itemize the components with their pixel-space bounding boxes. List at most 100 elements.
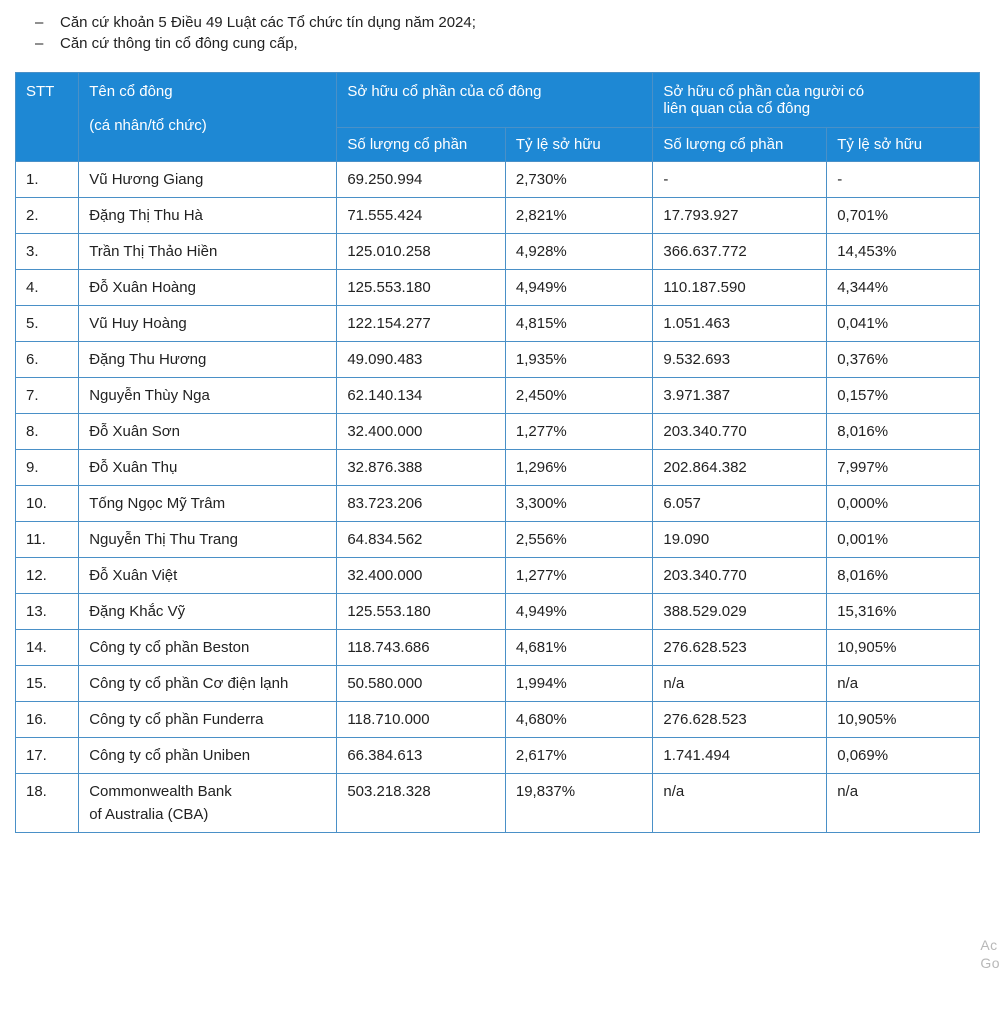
- table-row: 18.Commonwealth Bankof Australia (CBA)50…: [16, 774, 980, 833]
- th-group-owner: Sở hữu cổ phần của cổ đông: [337, 73, 653, 128]
- cell-pct-related: 8,016%: [827, 414, 980, 450]
- cell-pct-related: 0,701%: [827, 198, 980, 234]
- table-row: 17.Công ty cổ phần Uniben66.384.6132,617…: [16, 738, 980, 774]
- cell-name: Công ty cổ phần Beston: [79, 630, 337, 666]
- bullet-text: Căn cứ thông tin cổ đông cung cấp,: [60, 35, 298, 52]
- cell-qty-owner: 69.250.994: [337, 162, 506, 198]
- cell-name: Đỗ Xuân Thụ: [79, 450, 337, 486]
- cell-pct-related: 8,016%: [827, 558, 980, 594]
- cell-stt: 7.: [16, 378, 79, 414]
- cell-stt: 10.: [16, 486, 79, 522]
- cell-pct-owner: 1,935%: [505, 342, 652, 378]
- bullet-item: –Căn cứ thông tin cổ đông cung cấp,: [35, 35, 985, 52]
- cell-pct-related: 0,000%: [827, 486, 980, 522]
- watermark-line2: Go: [980, 954, 1000, 972]
- cell-name: Đỗ Xuân Sơn: [79, 414, 337, 450]
- cell-qty-related: 203.340.770: [653, 414, 827, 450]
- cell-pct-related: 10,905%: [827, 702, 980, 738]
- th-sub-qty2: Số lượng cổ phần: [653, 128, 827, 162]
- cell-qty-owner: 125.553.180: [337, 594, 506, 630]
- cell-stt: 1.: [16, 162, 79, 198]
- cell-name: Công ty cổ phần Cơ điện lạnh: [79, 666, 337, 702]
- cell-pct-owner: 4,949%: [505, 270, 652, 306]
- cell-pct-related: 15,316%: [827, 594, 980, 630]
- table-row: 1.Vũ Hương Giang69.250.9942,730%--: [16, 162, 980, 198]
- table-body: 1.Vũ Hương Giang69.250.9942,730%--2.Đặng…: [16, 162, 980, 833]
- th-group2-line2: liên quan của cổ đông: [663, 100, 810, 117]
- th-sub-qty1: Số lượng cổ phần: [337, 128, 506, 162]
- cell-qty-owner: 49.090.483: [337, 342, 506, 378]
- cell-name: Đặng Khắc Vỹ: [79, 594, 337, 630]
- table-header: STT Tên cổ đông (cá nhân/tổ chức) Sở hữu…: [16, 73, 980, 162]
- cell-pct-owner: 19,837%: [505, 774, 652, 833]
- watermark-line1: Ac: [980, 936, 1000, 954]
- cell-pct-related: 4,344%: [827, 270, 980, 306]
- cell-name: Nguyễn Thị Thu Trang: [79, 522, 337, 558]
- table-row: 15.Công ty cổ phần Cơ điện lạnh50.580.00…: [16, 666, 980, 702]
- th-name-line1: Tên cổ đông: [89, 83, 172, 100]
- cell-name: Commonwealth Bankof Australia (CBA): [79, 774, 337, 833]
- cell-qty-owner: 32.400.000: [337, 558, 506, 594]
- cell-stt: 3.: [16, 234, 79, 270]
- cell-qty-owner: 122.154.277: [337, 306, 506, 342]
- cell-name: Tống Ngọc Mỹ Trâm: [79, 486, 337, 522]
- cell-qty-related: n/a: [653, 666, 827, 702]
- cell-pct-related: n/a: [827, 774, 980, 833]
- cell-pct-owner: 4,815%: [505, 306, 652, 342]
- cell-qty-owner: 32.400.000: [337, 414, 506, 450]
- cell-name: Đặng Thị Thu Hà: [79, 198, 337, 234]
- table-row: 14.Công ty cổ phần Beston118.743.6864,68…: [16, 630, 980, 666]
- cell-pct-related: n/a: [827, 666, 980, 702]
- cell-qty-related: 276.628.523: [653, 702, 827, 738]
- cell-name: Vũ Huy Hoàng: [79, 306, 337, 342]
- table-row: 9.Đỗ Xuân Thụ32.876.3881,296%202.864.382…: [16, 450, 980, 486]
- th-stt: STT: [16, 73, 79, 162]
- cell-pct-owner: 1,994%: [505, 666, 652, 702]
- cell-qty-related: 203.340.770: [653, 558, 827, 594]
- cell-name: Công ty cổ phần Funderra: [79, 702, 337, 738]
- cell-pct-owner: 4,949%: [505, 594, 652, 630]
- cell-qty-owner: 83.723.206: [337, 486, 506, 522]
- cell-pct-owner: 2,450%: [505, 378, 652, 414]
- bullet-text: Căn cứ khoản 5 Điều 49 Luật các Tổ chức …: [60, 14, 476, 31]
- cell-qty-owner: 66.384.613: [337, 738, 506, 774]
- cell-qty-related: 9.532.693: [653, 342, 827, 378]
- cell-name: Đỗ Xuân Hoàng: [79, 270, 337, 306]
- cell-qty-related: 1.051.463: [653, 306, 827, 342]
- cell-qty-related: 388.529.029: [653, 594, 827, 630]
- cell-qty-related: 17.793.927: [653, 198, 827, 234]
- table-row: 6.Đặng Thu Hương49.090.4831,935%9.532.69…: [16, 342, 980, 378]
- bullet-item: –Căn cứ khoản 5 Điều 49 Luật các Tổ chức…: [35, 14, 985, 31]
- cell-pct-related: 0,069%: [827, 738, 980, 774]
- cell-pct-related: 0,376%: [827, 342, 980, 378]
- cell-pct-owner: 4,681%: [505, 630, 652, 666]
- cell-stt: 9.: [16, 450, 79, 486]
- cell-qty-related: 276.628.523: [653, 630, 827, 666]
- cell-stt: 6.: [16, 342, 79, 378]
- cell-qty-related: 366.637.772: [653, 234, 827, 270]
- table-row: 12.Đỗ Xuân Việt32.400.0001,277%203.340.7…: [16, 558, 980, 594]
- intro-bullets: –Căn cứ khoản 5 Điều 49 Luật các Tổ chức…: [35, 14, 985, 52]
- cell-qty-related: 6.057: [653, 486, 827, 522]
- cell-qty-owner: 62.140.134: [337, 378, 506, 414]
- cell-pct-owner: 2,730%: [505, 162, 652, 198]
- cell-stt: 2.: [16, 198, 79, 234]
- cell-pct-related: 0,001%: [827, 522, 980, 558]
- cell-qty-related: 1.741.494: [653, 738, 827, 774]
- cell-qty-owner: 118.743.686: [337, 630, 506, 666]
- cell-stt: 12.: [16, 558, 79, 594]
- cell-qty-owner: 64.834.562: [337, 522, 506, 558]
- cell-stt: 13.: [16, 594, 79, 630]
- cell-pct-related: 0,041%: [827, 306, 980, 342]
- shareholder-table: STT Tên cổ đông (cá nhân/tổ chức) Sở hữu…: [15, 72, 980, 833]
- cell-pct-owner: 4,928%: [505, 234, 652, 270]
- cell-qty-owner: 50.580.000: [337, 666, 506, 702]
- cell-qty-related: 19.090: [653, 522, 827, 558]
- cell-qty-related: 3.971.387: [653, 378, 827, 414]
- table-row: 5.Vũ Huy Hoàng122.154.2774,815%1.051.463…: [16, 306, 980, 342]
- cell-pct-owner: 2,821%: [505, 198, 652, 234]
- cell-stt: 4.: [16, 270, 79, 306]
- table-row: 8.Đỗ Xuân Sơn32.400.0001,277%203.340.770…: [16, 414, 980, 450]
- table-row: 16.Công ty cổ phần Funderra118.710.0004,…: [16, 702, 980, 738]
- cell-stt: 14.: [16, 630, 79, 666]
